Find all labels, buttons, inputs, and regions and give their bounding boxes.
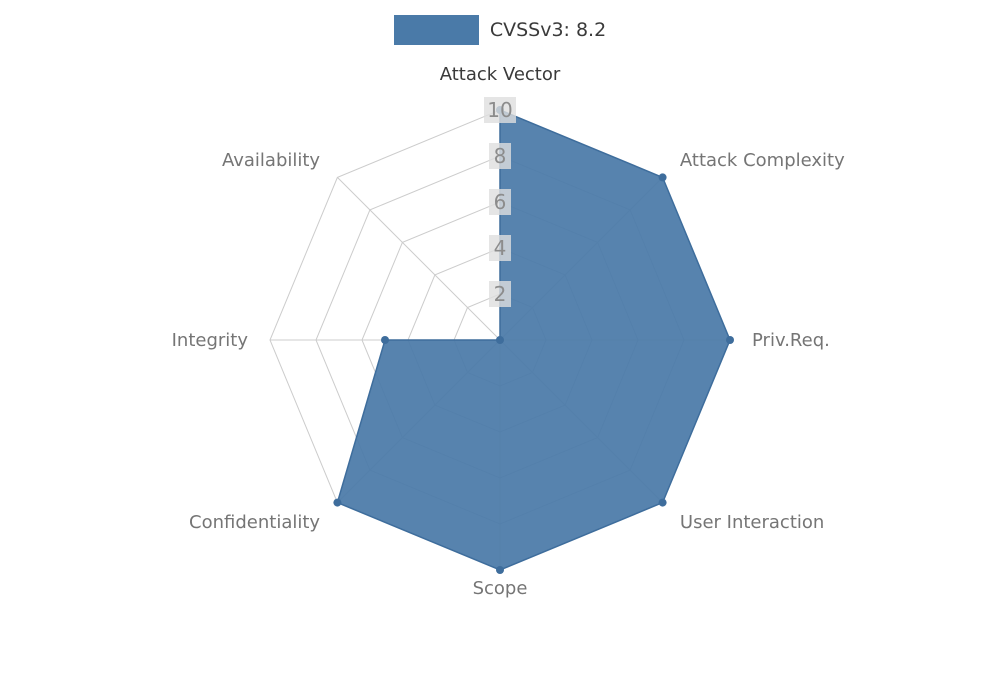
axis-label-availability: Availability — [222, 150, 320, 171]
tick-label: 8 — [494, 144, 507, 168]
legend-label: CVSSv3: 8.2 — [489, 19, 607, 41]
tick-label-bg — [489, 235, 511, 261]
axis-label-confidentiality: Confidentiality — [189, 512, 320, 533]
legend-swatch — [393, 15, 479, 45]
radar-series-point — [381, 336, 389, 344]
axis-label-integrity: Integrity — [172, 330, 249, 351]
radar-series-point — [496, 336, 504, 344]
radar-series-point — [333, 498, 342, 507]
tick-label: 2 — [494, 282, 507, 306]
axis-label-user-interaction: User Interaction — [680, 512, 824, 533]
axis-label-scope: Scope — [473, 578, 528, 599]
tick-label-bg — [489, 281, 511, 307]
radar-series-point — [658, 498, 667, 507]
axis-spoke — [337, 177, 501, 341]
radar-series-point — [726, 336, 734, 344]
tick-label: 10 — [487, 98, 512, 122]
chart-legend[interactable]: CVSSv3: 8.2 — [0, 15, 1000, 45]
axis-label-attack-complexity: Attack Complexity — [680, 150, 845, 171]
axis-label-attack-vector: Attack Vector — [440, 64, 561, 85]
radar-series-polygon — [336, 108, 731, 571]
tick-label-bg — [484, 97, 516, 123]
radar-series-point — [496, 566, 504, 574]
axis-label-priv-req: Priv.Req. — [752, 330, 830, 351]
tick-label-bg — [489, 143, 511, 169]
radar-series-point — [658, 173, 667, 182]
tick-label: 6 — [494, 190, 507, 214]
tick-label-bg — [489, 189, 511, 215]
tick-label: 4 — [494, 236, 507, 260]
